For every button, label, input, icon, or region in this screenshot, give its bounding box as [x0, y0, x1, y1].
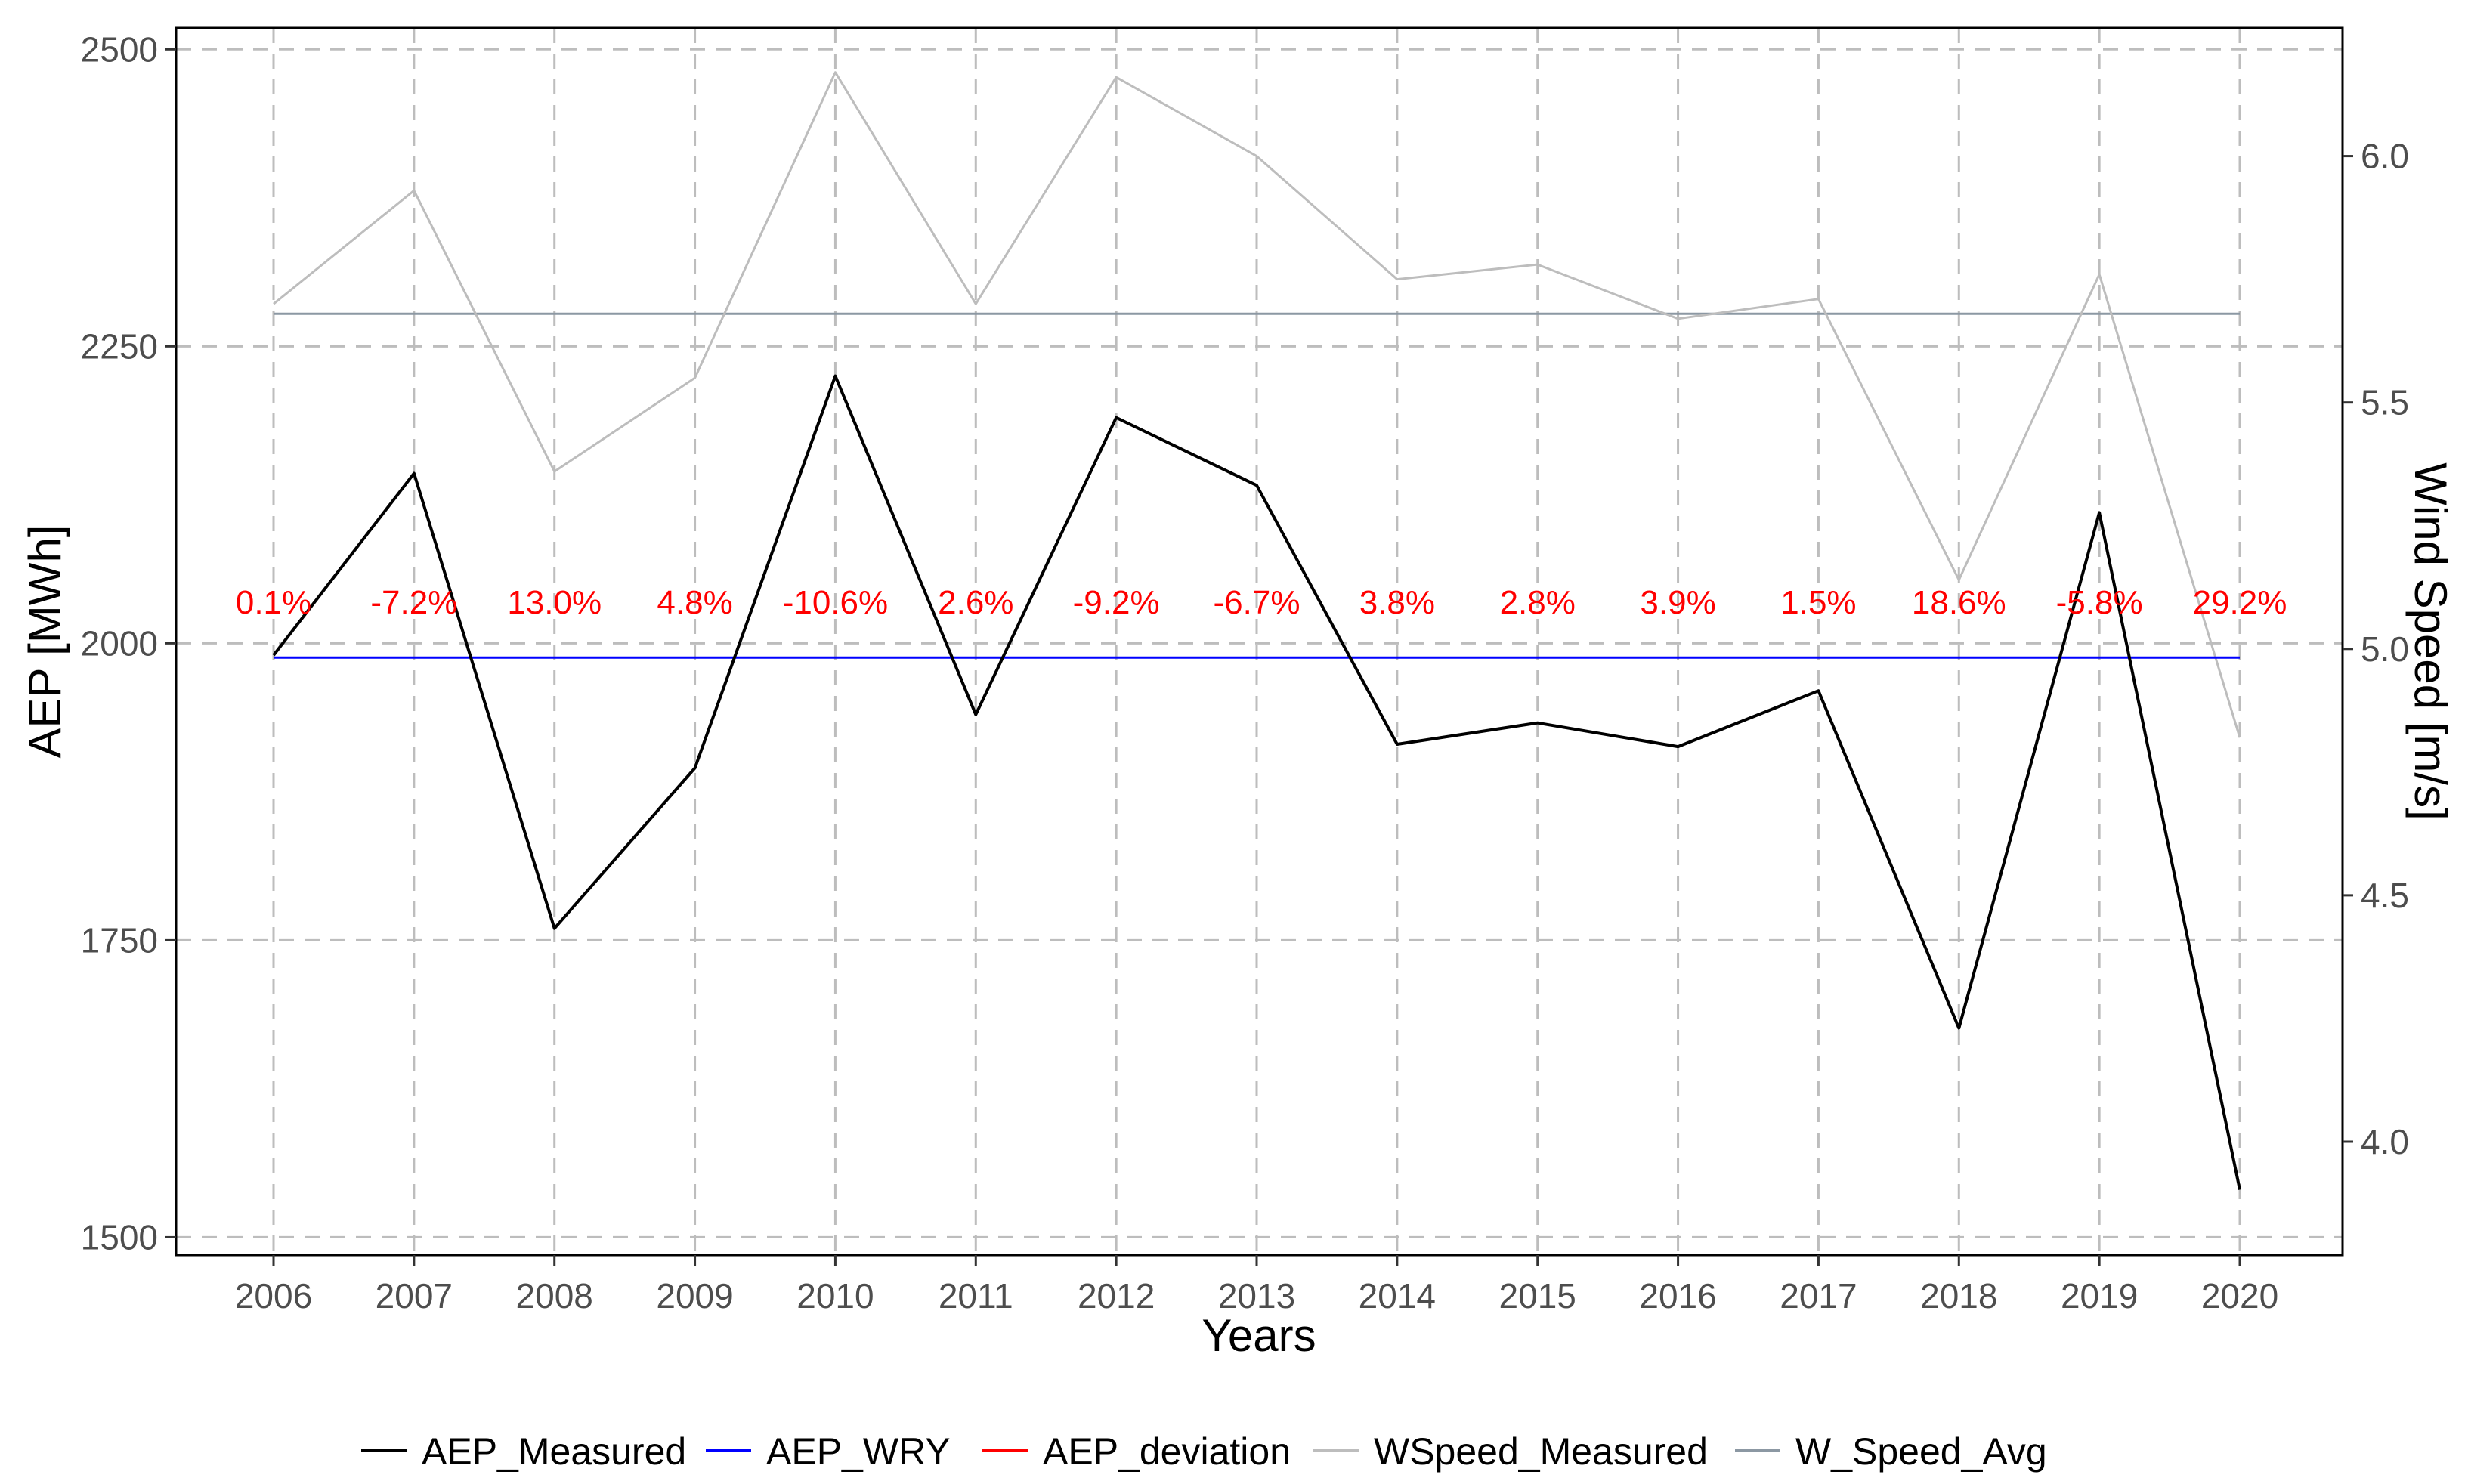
deviation-label: 1.5%	[1780, 584, 1856, 621]
right-axis-title: Wind Speed [m/s]	[2405, 462, 2456, 821]
deviation-label: 3.8%	[1359, 584, 1435, 621]
x-axis-tick-label: 2010	[796, 1276, 874, 1316]
x-axis-title: Years	[1202, 1310, 1316, 1361]
deviation-label: -5.8%	[2056, 584, 2143, 621]
left-axis-title: AEP [MWh]	[20, 525, 70, 759]
legend-item-w-speed-avg: W_Speed_Avg	[1735, 1430, 2047, 1473]
right-axis-tick-label: 5.0	[2361, 629, 2409, 669]
x-axis-tick-label: 2020	[2201, 1276, 2278, 1316]
deviation-label: -9.2%	[1073, 584, 1160, 621]
legend-item-wspeed-measured: WSpeed_Measured	[1313, 1430, 1708, 1473]
x-axis-tick-label: 2016	[1639, 1276, 1716, 1316]
deviation-label: 18.6%	[1912, 584, 2006, 621]
left-axis-tick-label: 2250	[81, 326, 158, 366]
deviation-label: -10.6%	[783, 584, 888, 621]
deviation-label: 2.8%	[1500, 584, 1576, 621]
legend-item-aep-wry: AEP_WRY	[706, 1430, 951, 1473]
x-axis-tick-label: 2011	[939, 1276, 1013, 1316]
legend-label: AEP_deviation	[1043, 1430, 1291, 1473]
x-axis-tick-label: 2018	[1920, 1276, 1997, 1316]
x-axis-tick-label: 2013	[1218, 1276, 1295, 1316]
x-axis-tick-label: 2017	[1780, 1276, 1857, 1316]
left-axis-tick-label: 2000	[81, 623, 158, 663]
x-axis-tick-label: 2015	[1499, 1276, 1576, 1316]
deviation-label: 13.0%	[507, 584, 602, 621]
deviation-label: 4.8%	[657, 584, 732, 621]
right-axis-tick-label: 4.5	[2361, 876, 2409, 915]
x-axis-tick-label: 2019	[2061, 1276, 2138, 1316]
x-axis-tick-label: 2007	[376, 1276, 453, 1316]
right-axis-tick-label: 4.0	[2361, 1122, 2409, 1161]
left-axis: 1500 1750 2000 2250 2500	[81, 29, 176, 1257]
deviation-label: 3.9%	[1640, 584, 1715, 621]
x-axis: 2006 2007 2008 2009 2010 2011 2012 2013 2014 2015…	[235, 1255, 2278, 1316]
series-line-aep-measured	[272, 374, 2241, 1190]
plot-border	[175, 26, 2344, 1257]
right-axis: 4.0 4.5 5.0 5.5 6.0	[2343, 137, 2409, 1161]
legend: AEP_Measured AEP_WRY AEP_deviation WSpeed_M…	[361, 1430, 2047, 1473]
deviation-label: 29.2%	[2193, 584, 2287, 621]
x-axis-tick-label: 2009	[656, 1276, 733, 1316]
x-axis-tick-label: 2006	[235, 1276, 312, 1316]
left-axis-tick-label: 1750	[81, 920, 158, 960]
legend-label: AEP_WRY	[766, 1430, 951, 1473]
deviation-label: 0.1%	[236, 584, 311, 621]
x-axis-tick-label: 2014	[1359, 1276, 1436, 1316]
deviation-label: -7.2%	[370, 584, 457, 621]
deviation-label: -6.7%	[1214, 584, 1300, 621]
series-lines	[272, 71, 2241, 1190]
legend-item-aep-deviation: AEP_deviation	[982, 1430, 1291, 1473]
x-axis-tick-label: 2008	[516, 1276, 593, 1316]
legend-label: W_Speed_Avg	[1795, 1430, 2047, 1473]
legend-item-aep-measured: AEP_Measured	[361, 1430, 686, 1473]
left-axis-tick-label: 1500	[81, 1217, 158, 1257]
x-axis-tick-label: 2012	[1078, 1276, 1155, 1316]
legend-label: WSpeed_Measured	[1374, 1430, 1708, 1473]
left-axis-tick-label: 2500	[81, 29, 158, 69]
legend-label: AEP_Measured	[422, 1430, 686, 1473]
deviation-label: 2.6%	[938, 584, 1013, 621]
series-line-wspeed-measured	[273, 71, 2241, 738]
right-axis-tick-label: 6.0	[2361, 137, 2409, 176]
deviation-labels: 0.1% -7.2% 13.0% 4.8% -10.6% 2.6% -9.2% -6.7% 3.…	[236, 584, 2287, 621]
right-axis-tick-label: 5.5	[2361, 383, 2409, 422]
